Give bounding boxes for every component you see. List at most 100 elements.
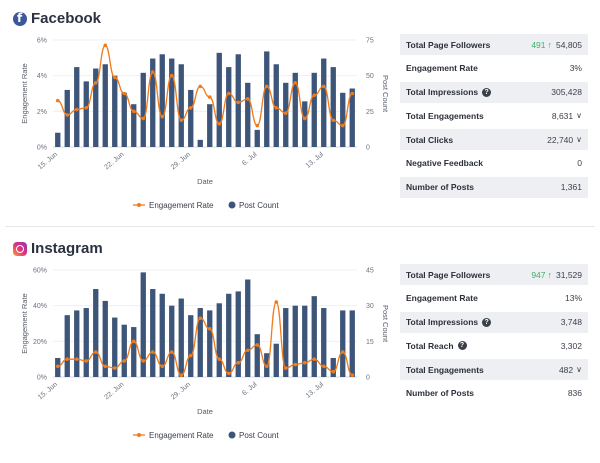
instagram-stat-row: Number of Posts 836 — [400, 383, 588, 404]
facebook-stat-label-text: Total Engagements — [406, 110, 484, 121]
instagram-y-right-tick: 45 — [366, 268, 374, 275]
instagram-engagement-rate-point — [236, 360, 241, 365]
instagram-y-right-tick: 0 — [366, 375, 370, 382]
instagram-stat-row[interactable]: Total Engagements 482 ∨ — [400, 359, 588, 381]
instagram-stat-label-text: Total Engagements — [406, 364, 484, 375]
facebook-post-count-bar — [245, 82, 251, 147]
instagram-x-tick: 29. Jun — [170, 381, 192, 401]
instagram-engagement-rate-point — [274, 300, 279, 304]
facebook-stat-label-text: Engagement Rate — [406, 63, 478, 74]
facebook-stat-row[interactable]: Total Clicks 22,740 ∨ — [400, 129, 588, 151]
facebook-engagement-rate-point — [55, 98, 60, 103]
facebook-post-count-bar — [311, 72, 317, 147]
facebook-post-count-bar — [188, 89, 194, 147]
instagram-engagement-rate-point — [112, 366, 117, 370]
facebook-post-count-bar — [102, 64, 108, 147]
chevron-down-icon[interactable]: ∨ — [576, 111, 582, 121]
facebook-y-left-tick: 6% — [37, 38, 47, 45]
instagram-x-axis-title: Date — [197, 407, 213, 416]
facebook-post-count-bar — [140, 72, 146, 147]
facebook-stat-value-wrap: 0 — [577, 158, 582, 168]
instagram-post-count-bar — [121, 324, 127, 377]
instagram-post-count-bar — [74, 310, 80, 377]
facebook-engagement-rate-point — [274, 105, 279, 110]
instagram-y-right-tick: 15 — [366, 339, 374, 346]
instagram-engagement-rate-point — [122, 359, 127, 363]
instagram-stat-label: Engagement Rate — [406, 293, 478, 303]
facebook-engagement-rate-point — [122, 91, 127, 96]
facebook-post-count-bar — [254, 129, 260, 147]
instagram-legend-engagement-rate[interactable]: Engagement Rate — [149, 431, 214, 440]
facebook-engagement-rate-point — [217, 122, 222, 126]
facebook-engagement-rate-point — [350, 91, 355, 96]
instagram-engagement-rate-point — [217, 357, 222, 361]
facebook-y-right-title: Post Count — [381, 75, 390, 113]
instagram-legend-bar-swatch — [228, 431, 236, 439]
instagram-y-left-tick: 0% — [37, 375, 47, 382]
facebook-stat-value: 305,428 — [551, 87, 582, 98]
instagram-engagement-rate-point — [141, 359, 146, 363]
facebook-post-count-bar — [83, 81, 89, 147]
instagram-stat-value-wrap: 13% — [565, 293, 582, 303]
instagram-engagement-rate-point — [103, 364, 108, 369]
instagram-engagement-rate-point — [150, 350, 155, 354]
facebook-post-count-bar — [150, 58, 156, 147]
facebook-stat-row: Number of Posts 1,361 — [400, 176, 588, 198]
question-circle-icon[interactable]: ? — [457, 341, 467, 351]
instagram-stat-row: Engagement Rate 13% — [400, 288, 588, 309]
instagram-stat-value-wrap: 836 — [568, 388, 582, 398]
facebook-engagement-rate-point — [236, 100, 241, 105]
facebook-engagement-rate-point — [169, 73, 174, 78]
instagram-heading: Instagram — [13, 240, 103, 257]
instagram-post-count-bar — [150, 289, 156, 377]
facebook-post-count-bar — [321, 58, 327, 147]
facebook-post-count-bar — [178, 64, 184, 147]
facebook-engagement-rate-point — [188, 105, 193, 110]
instagram-engagement-rate-point — [255, 343, 260, 347]
facebook-post-count-bar — [302, 101, 308, 147]
instagram-logo-icon — [13, 241, 27, 256]
facebook-x-tick: 15. Jun — [37, 151, 59, 171]
facebook-stat-label: Total Clicks — [406, 135, 453, 145]
facebook-y-right-tick: 0 — [366, 145, 370, 152]
facebook-stat-delta: 491 — [531, 39, 546, 50]
instagram-stat-row: Total Impressions? 3,748 — [400, 311, 588, 333]
chevron-down-icon[interactable]: ∨ — [576, 365, 582, 375]
instagram-x-tick: 22. Jun — [103, 381, 125, 401]
facebook-x-tick: 22. Jun — [103, 151, 125, 171]
instagram-stat-label: Total Reach? — [406, 341, 467, 351]
instagram-engagement-rate-point — [207, 327, 212, 331]
facebook-post-count-bar — [197, 139, 203, 147]
instagram-post-count-bar — [311, 296, 317, 377]
question-circle-icon[interactable]: ? — [482, 317, 492, 327]
facebook-stat-label: Engagement Rate — [406, 63, 478, 73]
instagram-post-count-bar — [321, 308, 327, 377]
instagram-legend-post-count[interactable]: Post Count — [239, 431, 279, 440]
facebook-legend-post-count[interactable]: Post Count — [239, 201, 279, 210]
instagram-post-count-bar — [178, 298, 184, 377]
facebook-stat-row[interactable]: Total Engagements 8,631 ∨ — [400, 105, 588, 126]
instagram-stat-value: 31,529 — [556, 269, 582, 280]
instagram-stat-label: Total Engagements — [406, 365, 484, 375]
facebook-stat-label: Number of Posts — [406, 182, 474, 192]
facebook-stat-value: 3% — [569, 63, 582, 74]
facebook-stat-value: 1,361 — [560, 182, 582, 193]
instagram-stat-row: Total Page Followers 947 ↑ 31,529 — [400, 264, 588, 285]
instagram-post-count-bar — [349, 310, 355, 377]
facebook-legend-engagement-rate[interactable]: Engagement Rate — [149, 201, 214, 210]
facebook-engagement-rate-point — [255, 123, 260, 128]
facebook-engagement-rate-point — [302, 116, 307, 121]
chevron-down-icon[interactable]: ∨ — [576, 135, 582, 145]
facebook-post-count-bar — [340, 92, 346, 147]
instagram-post-count-bar — [283, 308, 289, 377]
facebook-stat-label-text: Negative Feedback — [406, 158, 484, 169]
facebook-post-count-bar — [292, 72, 298, 147]
instagram-post-count-bar — [102, 300, 108, 377]
instagram-stat-label: Total Page Followers — [406, 270, 490, 280]
instagram-post-count-bar — [226, 293, 232, 377]
facebook-stat-label-text: Total Clicks — [406, 134, 454, 145]
facebook-engagement-rate-point — [312, 93, 317, 98]
facebook-engagement-rate-point — [198, 84, 203, 89]
facebook-engagement-rate-point — [141, 116, 146, 121]
question-circle-icon[interactable]: ? — [482, 87, 492, 97]
